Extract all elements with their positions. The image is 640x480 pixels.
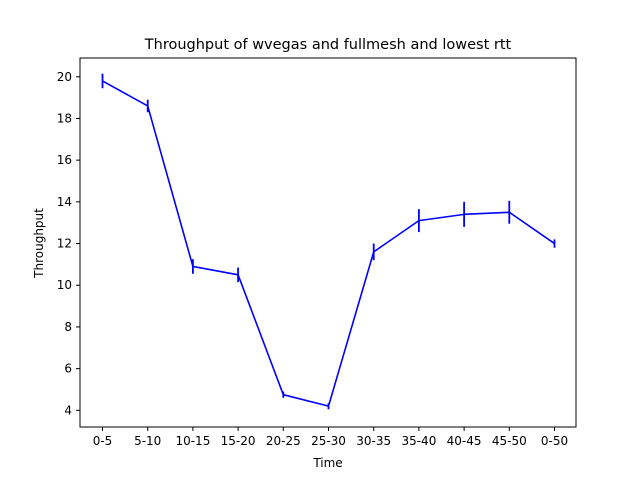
x-tick-label: 0-50	[541, 434, 568, 448]
x-tick-label: 15-20	[221, 434, 256, 448]
x-tick-label: 20-25	[266, 434, 301, 448]
plot-area: 0-5 5-10 10-15 15-20 20-25 25-30 30-35 35-40 40-…	[57, 70, 568, 448]
y-axis-label: Throughput	[32, 208, 46, 279]
x-tick-label: 10-15	[175, 434, 210, 448]
x-tick-label: 35-40	[401, 434, 436, 448]
y-tick-label: 12	[57, 237, 72, 251]
x-axis-label: Time	[312, 456, 342, 470]
y-tick-label: 18	[57, 111, 72, 125]
y-tick-label: 16	[57, 153, 72, 167]
chart-title: Throughput of wvegas and fullmesh and lo…	[144, 37, 512, 53]
x-tick-label: 0-5	[93, 434, 113, 448]
x-tick-label: 5-10	[134, 434, 161, 448]
y-tick-label: 20	[57, 70, 72, 84]
y-tick-label: 6	[64, 362, 72, 376]
y-tick-label: 8	[64, 320, 72, 334]
y-tick-label: 4	[64, 403, 72, 417]
x-tick-label: 40-45	[447, 434, 482, 448]
x-tick-label: 30-35	[356, 434, 391, 448]
y-tick-label: 10	[57, 278, 72, 292]
x-tick-label: 25-30	[311, 434, 346, 448]
axes-frame	[79, 57, 577, 428]
y-tick-label: 14	[57, 195, 72, 209]
x-tick-label: 45-50	[492, 434, 527, 448]
